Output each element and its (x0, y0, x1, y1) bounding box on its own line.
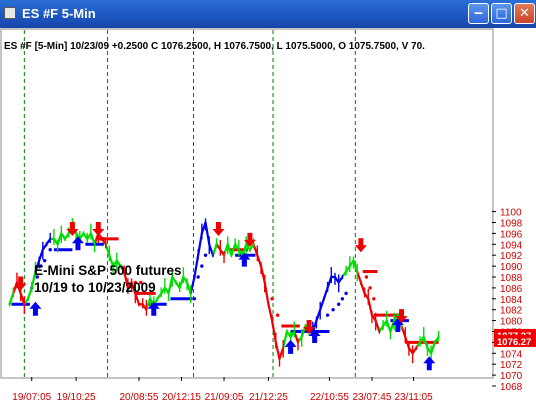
y-tick-label: 1090 (500, 262, 523, 273)
buy-arrow (29, 301, 42, 316)
sell-arrow (92, 221, 105, 236)
window-titlebar[interactable]: ES #F 5-Min ‒ □ ✕ (0, 0, 536, 28)
window-title: ES #F 5-Min (22, 6, 96, 21)
signal-arrows (14, 221, 436, 371)
y-tick-label: 1068 (500, 382, 523, 393)
stop-dot (133, 280, 137, 285)
stop-dot (372, 297, 376, 301)
stop-dot (48, 248, 52, 252)
sell-arrow (395, 309, 408, 324)
y-tick-label: 1086 (500, 284, 523, 295)
stop-dot (275, 313, 280, 317)
sell-arrow (14, 276, 27, 291)
x-tick-label: 19/10:25 (57, 392, 96, 403)
stop-dot (35, 275, 39, 279)
stop-dot (368, 286, 372, 290)
x-tick-label: 23/11:05 (394, 392, 433, 403)
y-tick-label: 1074 (500, 349, 523, 360)
y-tick-label: 1098 (500, 219, 523, 230)
plot-frame (0, 28, 494, 379)
buy-arrow (423, 356, 436, 371)
stop-dot (192, 297, 197, 301)
maximize-button[interactable]: □ (491, 3, 512, 24)
close-button[interactable]: ✕ (514, 3, 535, 24)
session-dividers (23, 30, 356, 377)
price-flag-label: 1076.27 (497, 337, 531, 348)
stop-dot (325, 313, 330, 317)
x-axis: 19/07:05 19/10:25 20/08:55 20/12:15 21/09:05… (12, 377, 433, 403)
price-series (8, 218, 440, 367)
y-tick-label: 1082 (500, 306, 523, 317)
stop-dot (331, 308, 335, 312)
buy-arrow (71, 236, 84, 251)
stop-dot (203, 253, 208, 257)
price-flag (494, 334, 536, 347)
y-tick-label: 1094 (500, 240, 523, 251)
sell-arrow (303, 320, 316, 335)
stop-dot (340, 297, 345, 301)
stop-dot (270, 297, 274, 301)
buy-arrow (308, 328, 321, 343)
x-tick-label: 20/08:55 (120, 392, 159, 403)
y-tick-label: 1088 (500, 273, 523, 284)
price-chart[interactable]: 1068107010721074107610781080108210841086… (0, 28, 536, 410)
x-tick-label: 21/09:05 (205, 392, 244, 403)
y-tick-label: 1084 (500, 295, 523, 306)
stop-dot (139, 280, 143, 285)
y-tick-label: 1070 (500, 371, 523, 382)
stop-dot (196, 275, 200, 279)
stop-dot (200, 264, 204, 268)
y-tick-label: 1092 (500, 251, 523, 262)
sell-arrow (243, 232, 256, 247)
buy-arrow (238, 252, 251, 267)
chart-window-icon (4, 7, 16, 19)
sell-arrow (354, 238, 367, 253)
x-tick-label: 20/12:15 (162, 392, 201, 403)
stop-dot (364, 275, 369, 279)
y-tick-label: 1080 (500, 317, 523, 328)
y-tick-label: 1100 (500, 208, 522, 219)
stop-dot (39, 264, 43, 268)
sell-arrow (212, 221, 225, 236)
x-tick-label: 19/07:05 (12, 392, 51, 403)
stop-dot (42, 258, 47, 263)
chart-info-line: ES #F [5-Min] 10/23/09 +0.2500 C 1076.25… (4, 41, 425, 52)
chart-annotation: E-Mini S&P 500 futures 10/19 to 10/23/20… (34, 262, 182, 296)
x-tick-label: 21/12:25 (249, 392, 288, 403)
annotation-line-1: E-Mini S&P 500 futures (34, 263, 182, 278)
buy-arrow (284, 339, 297, 354)
x-tick-label: 22/10:55 (310, 392, 349, 403)
x-tick-label: 23/07:45 (352, 392, 391, 403)
price-flags: 1077.371076.27 (494, 328, 536, 348)
y-tick-label: 1072 (500, 360, 523, 371)
stop-dot (336, 302, 341, 306)
buy-arrow (147, 301, 160, 316)
annotation-line-2: 10/19 to 10/23/2009 (34, 280, 156, 295)
sell-arrow (66, 221, 79, 236)
y-tick-label: 1096 (500, 229, 523, 240)
stop-dot (344, 291, 348, 296)
minimize-button[interactable]: ‒ (468, 3, 489, 24)
y-axis: 1068107010721074107610781080108210841086… (492, 208, 523, 393)
